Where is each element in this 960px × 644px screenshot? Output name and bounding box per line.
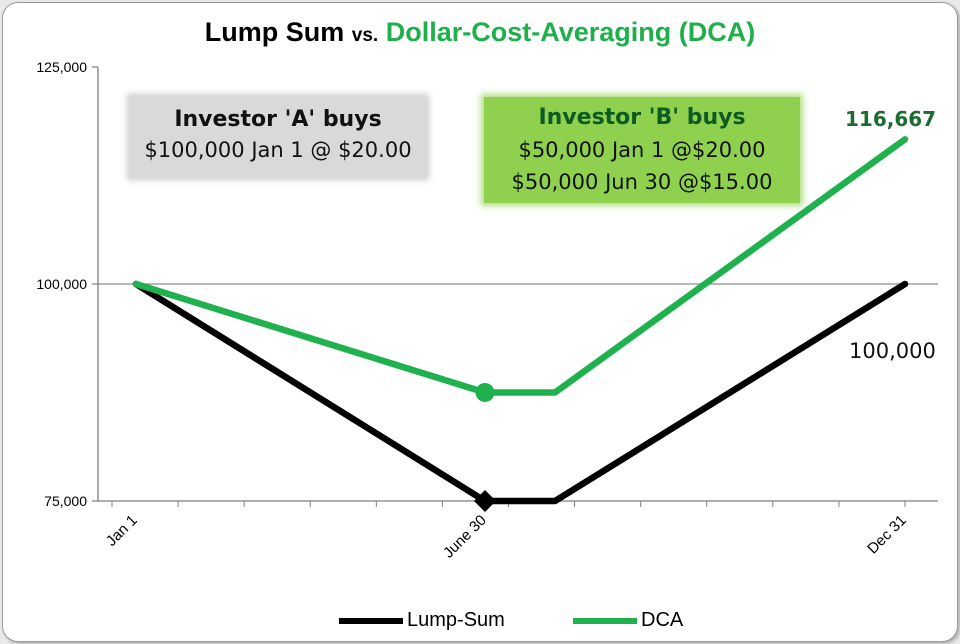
chart-svg: 125,000 100,000 75,000 Jan 1 June 30 Dec 31 — [36, 59, 938, 562]
title-part2: Dollar-Cost-Averaging (DCA) — [385, 17, 756, 47]
lump-sum-end-label: 100,000 — [849, 339, 936, 363]
investor-b-heading: Investor 'B' buys — [538, 105, 746, 130]
x-tick-label: Jan 1 — [103, 512, 141, 550]
investor-a-line-1: $100,000 Jan 1 @ $20.00 — [144, 138, 412, 162]
legend-label-dca: DCA — [641, 609, 684, 631]
investor-b-box: Investor 'B' buys $50,000 Jan 1 @$20.00 … — [484, 97, 800, 203]
y-tick-label: 100,000 — [36, 276, 87, 292]
legend-item-lump-sum: Lump-Sum — [339, 609, 505, 632]
legend-swatch-dca — [573, 617, 637, 624]
marker-dca — [475, 383, 495, 402]
legend-item-dca: DCA — [573, 609, 683, 632]
y-tick-label: 75,000 — [44, 493, 87, 509]
investor-b-line-1: $50,000 Jan 1 @$20.00 — [518, 138, 766, 162]
x-tick-label: June 30 — [440, 512, 490, 562]
y-tick-label: 125,000 — [36, 59, 87, 75]
title-vs: vs. — [351, 25, 379, 46]
legend-swatch-lump-sum — [339, 617, 403, 624]
investor-a-box: Investor 'A' buys $100,000 Jan 1 @ $20.0… — [130, 97, 426, 177]
dca-end-label: 116,667 — [845, 107, 937, 131]
investor-b-line-2: $50,000 Jun 30 @$15.00 — [511, 170, 773, 194]
x-tick-label: Dec 31 — [864, 512, 910, 558]
investor-a-heading: Investor 'A' buys — [174, 107, 382, 132]
legend-label-lump-sum: Lump-Sum — [407, 609, 505, 631]
series-line-lump-sum — [132, 280, 909, 505]
title-part1: Lump Sum — [204, 17, 345, 47]
series-line-dca — [132, 136, 909, 396]
marker-lump-sum — [474, 490, 496, 512]
chart-title: Lump Sum vs. Dollar-Cost-Averaging (DCA) — [3, 17, 957, 48]
